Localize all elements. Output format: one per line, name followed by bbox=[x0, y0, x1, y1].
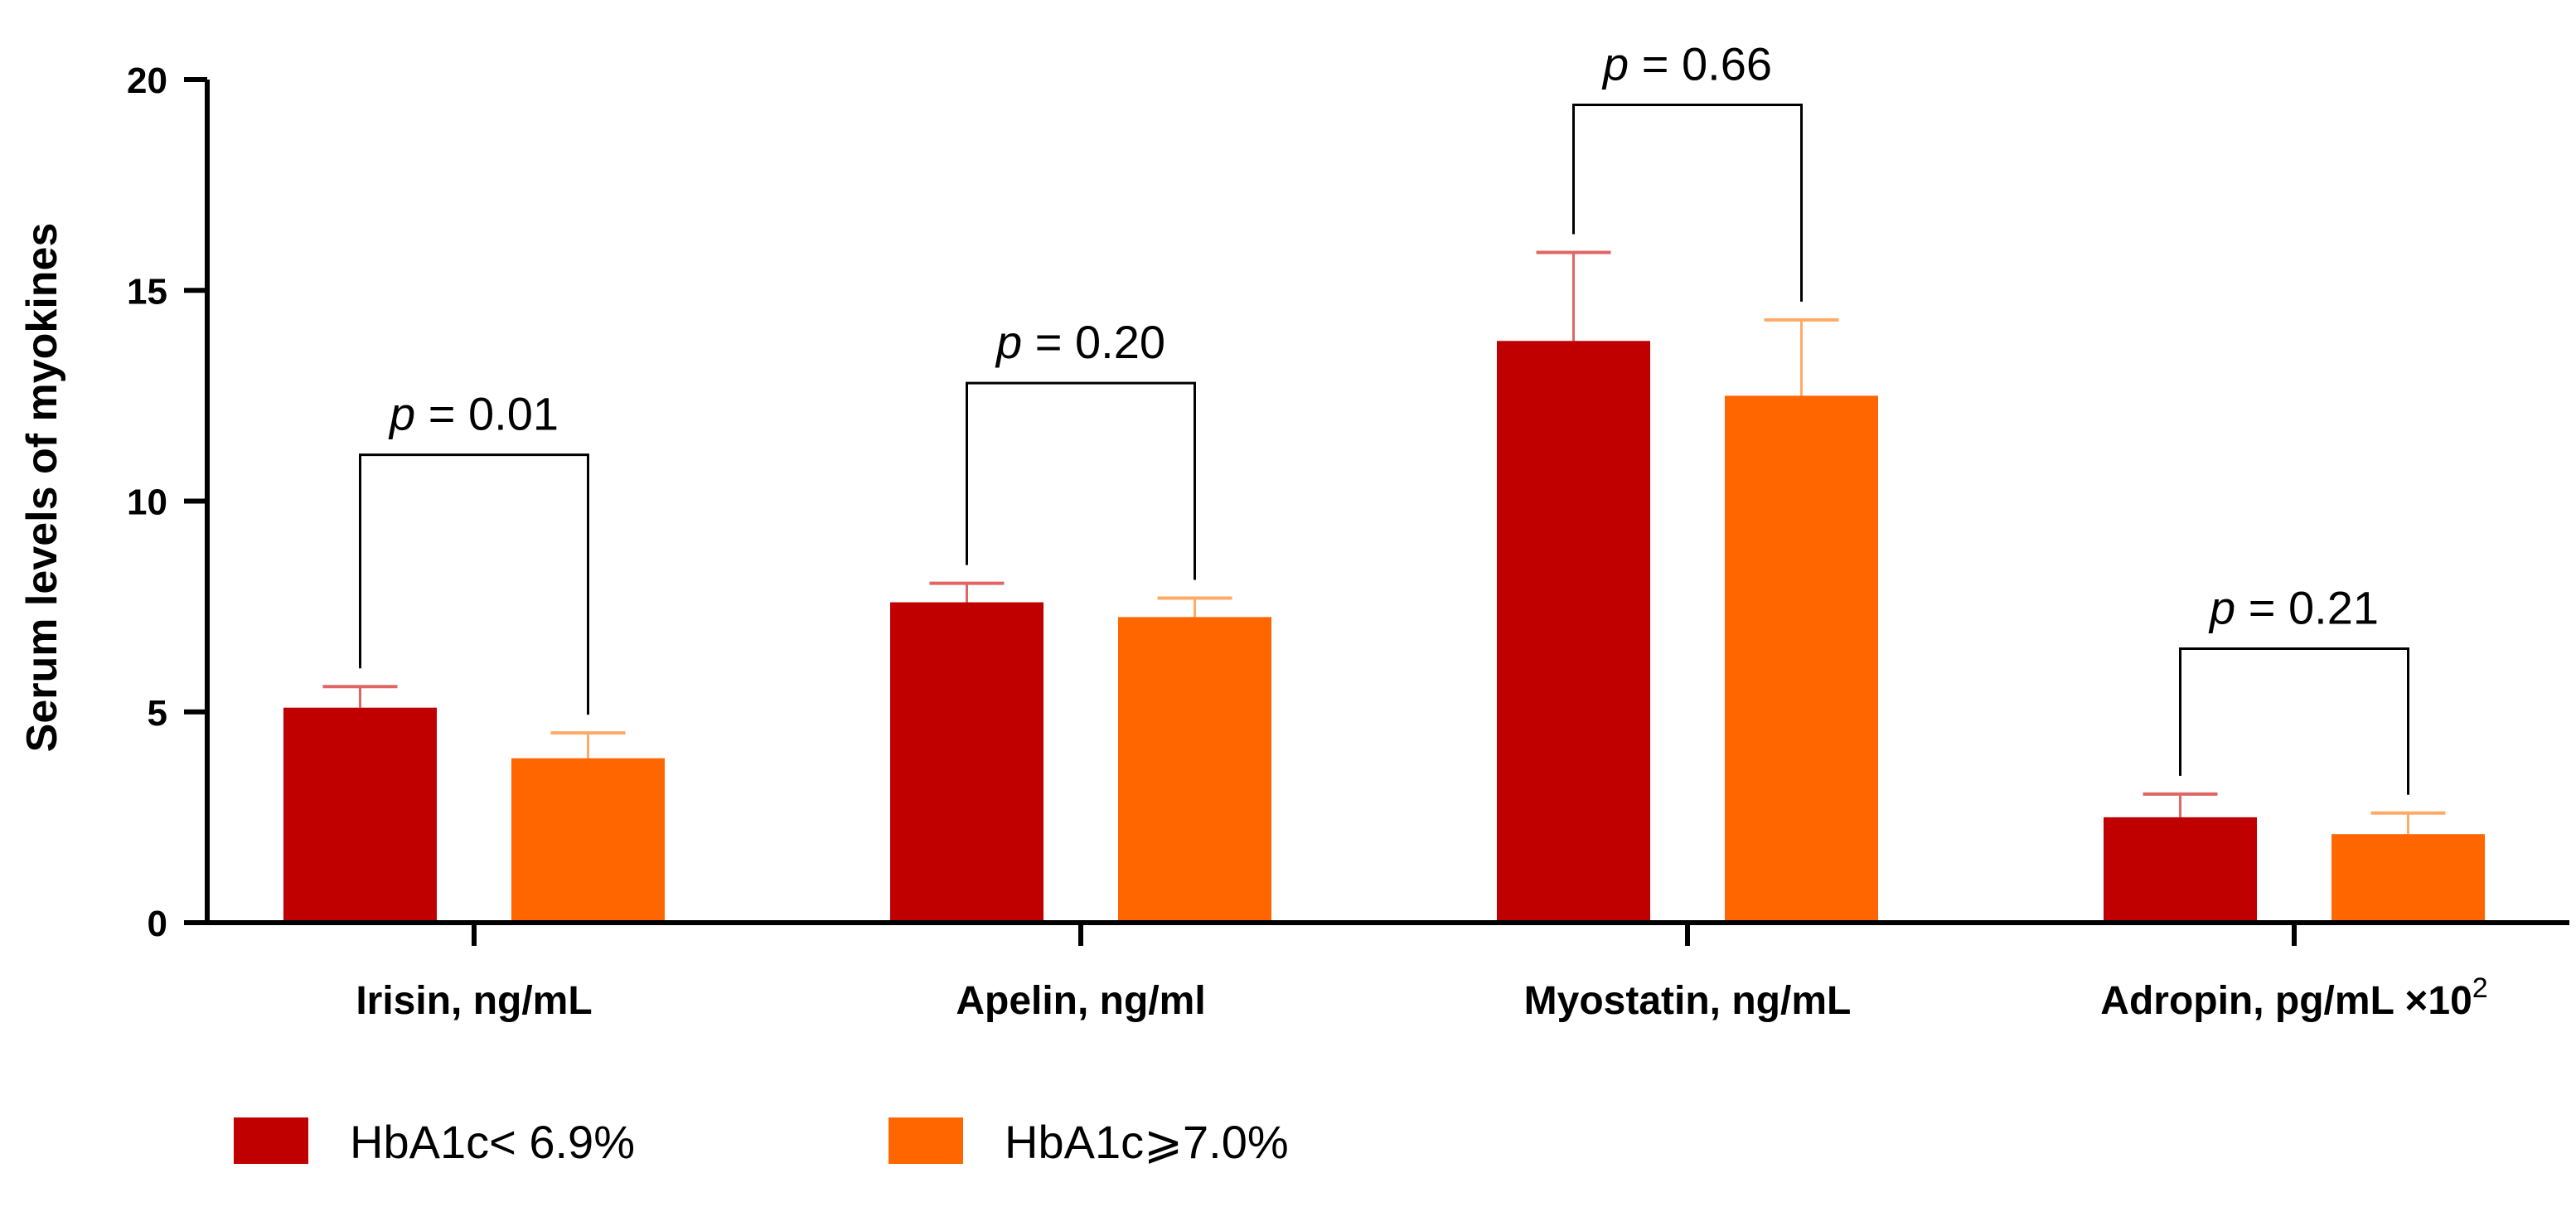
legend-label: HbA1c< 6.9% bbox=[350, 1116, 635, 1168]
p-value-label: p = 0.21 bbox=[2208, 581, 2379, 633]
bar bbox=[283, 707, 437, 923]
y-tick-label: 5 bbox=[148, 693, 167, 734]
legend: HbA1c< 6.9% HbA1c⩾7.0% bbox=[234, 1116, 1289, 1168]
y-tick-label: 10 bbox=[127, 482, 167, 523]
bar bbox=[2331, 834, 2485, 923]
x-category-label: Irisin, ng/mL bbox=[356, 979, 592, 1023]
significance-bracket bbox=[2179, 647, 2409, 795]
p-value-label: p = 0.20 bbox=[995, 316, 1165, 368]
x-category-label: Adropin, pg/mL ×102 bbox=[2100, 972, 2487, 1023]
x-category-label: Apelin, ng/ml bbox=[956, 979, 1205, 1023]
significance-bracket bbox=[359, 453, 589, 715]
significance-bracket bbox=[1572, 104, 1803, 302]
bar bbox=[1497, 341, 1650, 923]
axes: Irisin, ng/mL Apelin, ng/ml Myostatin, ng/… bbox=[127, 61, 2569, 1023]
p-value-label: p = 0.66 bbox=[1601, 38, 1772, 90]
x-category-label: Myostatin, ng/mL bbox=[1524, 979, 1852, 1023]
y-tick-label: 0 bbox=[148, 904, 167, 944]
bar bbox=[890, 602, 1043, 923]
bar bbox=[511, 758, 665, 923]
bar bbox=[1118, 617, 1271, 923]
y-tick-label: 15 bbox=[127, 271, 167, 312]
legend-swatch bbox=[234, 1117, 308, 1164]
legend-swatch bbox=[889, 1117, 963, 1164]
legend-label: HbA1c⩾7.0% bbox=[1005, 1116, 1289, 1168]
y-tick-label: 20 bbox=[127, 61, 167, 101]
bar bbox=[2104, 817, 2257, 923]
y-axis-title: Serum levels of myokines bbox=[18, 223, 66, 753]
bar bbox=[1725, 395, 1878, 923]
p-value-label: p = 0.01 bbox=[388, 388, 559, 440]
y-axis-title-group: Serum levels of myokines bbox=[18, 223, 66, 753]
significance-bracket bbox=[966, 381, 1196, 580]
bar-marks: p = 0.01 p = 0.20 p = 0.66 p = 0.21 bbox=[283, 38, 2485, 923]
